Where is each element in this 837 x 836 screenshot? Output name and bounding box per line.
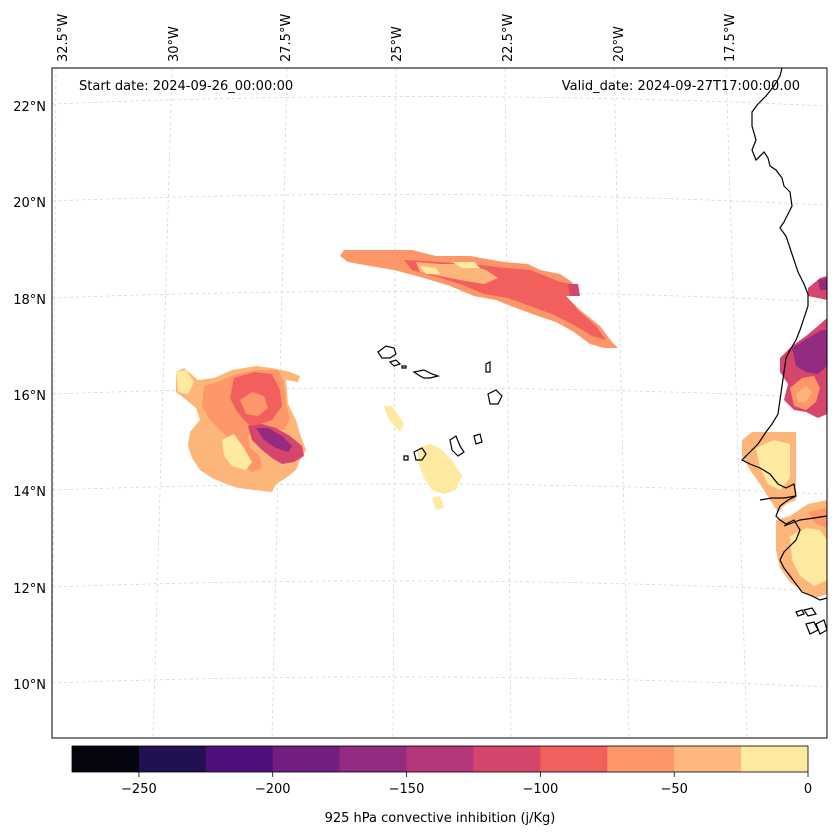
cin-band-north-outer	[340, 250, 618, 348]
cin-blob-west-core3	[256, 428, 292, 452]
coast-bijagos4	[795, 609, 805, 617]
lat-label-16: 16°N	[13, 389, 46, 404]
grid-lat-20	[51, 194, 828, 206]
lon-label-25: 25°W	[390, 26, 405, 62]
cin-blob-west-core1	[240, 392, 268, 416]
cb-label-200: −200	[255, 782, 291, 797]
gridlines	[51, 67, 828, 739]
grid-lat-12	[51, 580, 828, 592]
grid-lon-20	[613, 67, 630, 739]
lat-label-22: 22°N	[13, 100, 46, 115]
colorbar-swatch	[72, 746, 140, 772]
cb-label-0: 0	[804, 782, 812, 797]
lon-label-22.5: 22.5°W	[501, 14, 516, 62]
map-border	[51, 67, 828, 739]
grid-lon-32.5	[51, 67, 57, 739]
cin-band-north-tip	[568, 284, 580, 296]
grid-lon-17.5	[725, 67, 748, 739]
grid-lon-27.5	[271, 67, 288, 739]
colorbar-swatch	[406, 746, 474, 772]
colorbar-title: 925 hPa convective inhibition (j/Kg)	[325, 811, 556, 826]
cb-label-250: −250	[121, 782, 157, 797]
cin-east-bottom-pale	[790, 528, 827, 586]
island-sal	[485, 361, 491, 373]
africa-inlet	[759, 495, 797, 501]
cin-central-patch1	[384, 406, 404, 432]
lat-label-12: 12°N	[13, 582, 46, 597]
grid-lat-18	[51, 291, 828, 303]
cb-label-50: −50	[660, 782, 687, 797]
grid-lat-14	[51, 483, 828, 495]
cin-band-north-inner	[404, 260, 606, 340]
lon-label-27.5: 27.5°W	[279, 14, 294, 62]
island-boa-vista	[487, 389, 503, 405]
colorbar-swatch	[473, 746, 541, 772]
colorbar-swatch	[138, 746, 207, 772]
lat-labels: 22°N 20°N 18°N 16°N 14°N 12°N 10°N	[13, 100, 46, 693]
grid-lon-30	[152, 67, 173, 739]
colorbar-swatch	[741, 746, 809, 772]
colorbar-swatch	[540, 746, 608, 772]
cin-band-north-core2	[452, 262, 480, 268]
lon-label-20: 20°W	[612, 26, 627, 62]
colorbar-swatch	[205, 746, 274, 772]
cin-east-mid-purple	[792, 330, 827, 374]
grid-lon-25	[392, 67, 397, 739]
lat-label-10: 10°N	[13, 678, 46, 693]
island-brava	[403, 455, 409, 461]
cin-central-patch3	[432, 496, 444, 510]
lat-label-14: 14°N	[13, 485, 46, 500]
colorbar-swatch	[339, 746, 408, 772]
island-maio	[473, 433, 483, 445]
cin-band-north-core	[420, 266, 440, 274]
colorbar-swatch	[674, 746, 742, 772]
grid-lon-22.5	[504, 67, 512, 739]
island-santo-antao	[377, 345, 397, 359]
coastline	[377, 67, 828, 635]
colorbar-swatch	[607, 746, 675, 772]
cin-east-south-pale	[756, 440, 790, 490]
cin-east-mid-pale	[796, 386, 812, 402]
grid-lat-10	[51, 676, 828, 688]
island-fogo	[413, 447, 427, 461]
lon-labels: 32.5°W 30°W 27.5°W 25°W 22.5°W 20°W 17.5…	[56, 14, 738, 62]
start-date-label: Start date: 2024-09-26_00:00:00	[79, 79, 293, 94]
cin-central-patch2	[418, 444, 462, 494]
valid-date-label: Valid_date: 2024-09-27T17:00:00.00	[562, 79, 800, 94]
lat-label-18: 18°N	[13, 293, 46, 308]
colorbar-ticks	[138, 772, 809, 777]
map-frame	[52, 68, 827, 738]
lon-label-30: 30°W	[167, 26, 182, 62]
coast-bijagos1	[803, 607, 817, 617]
cin-blob-west-left	[176, 370, 194, 394]
africa-inlet2	[783, 515, 828, 527]
cin-east-north-core	[818, 278, 827, 290]
cb-label-100: −100	[523, 782, 559, 797]
island-santiago	[449, 435, 465, 457]
cb-label-150: −150	[389, 782, 425, 797]
island-sao-vicente	[388, 359, 402, 367]
africa-coast	[740, 67, 828, 601]
island-santa-luzia	[401, 365, 407, 369]
colorbar-swatch	[272, 746, 341, 772]
grid-lat-22	[51, 96, 828, 107]
colorbar	[72, 746, 809, 772]
lon-label-17.5: 17.5°W	[723, 14, 738, 62]
lat-label-20: 20°N	[13, 196, 46, 211]
colorbar-tick-labels: −250 −200 −150 −100 −50 0	[121, 782, 812, 797]
colorbar-border	[71, 745, 809, 773]
grid-lat-16	[51, 387, 828, 399]
cin-blob-west-light	[222, 434, 252, 470]
lon-label-32.5: 32.5°W	[56, 14, 71, 62]
island-sao-nicolau	[412, 369, 441, 379]
